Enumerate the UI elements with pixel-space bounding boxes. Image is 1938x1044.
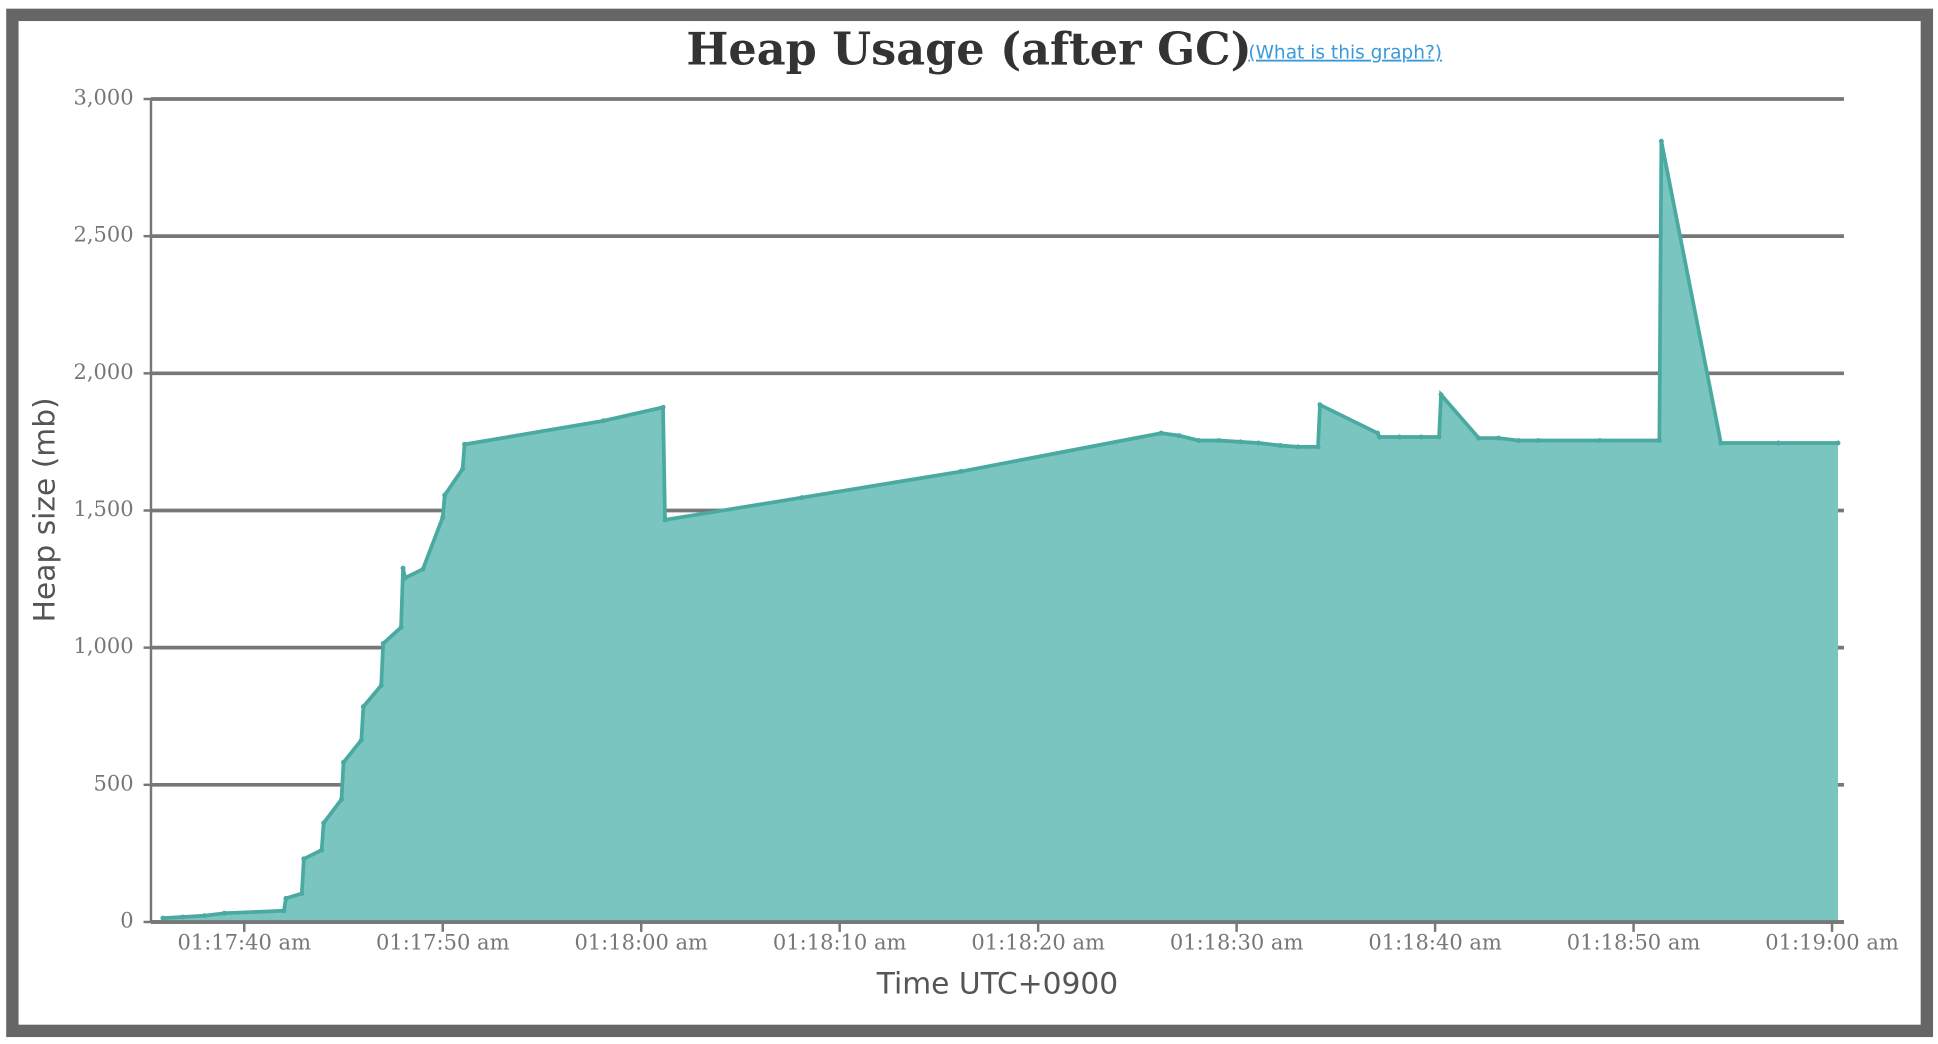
data-point [339, 796, 344, 802]
data-point [1216, 438, 1222, 444]
data-point [799, 495, 805, 501]
data-point [299, 890, 305, 896]
help-link[interactable]: (What is this graph?) [1248, 43, 1442, 64]
y-tick-label: 2,500 [73, 222, 133, 247]
data-point [1515, 438, 1521, 444]
x-tick-label: 01:18:40 am [1368, 930, 1502, 955]
x-tick-label: 01:18:10 am [773, 930, 907, 955]
data-point [1718, 440, 1724, 446]
data-point [1176, 433, 1182, 439]
data-point [358, 737, 364, 743]
data-point [1255, 440, 1261, 446]
data-point [1277, 443, 1283, 448]
data-point [1315, 444, 1321, 450]
x-tick-label: 01:18:20 am [971, 930, 1105, 955]
data-point [1377, 434, 1382, 440]
data-point [442, 492, 448, 498]
x-tick-label: 01:17:40 am [177, 930, 311, 955]
data-point [1158, 430, 1164, 436]
data-point [283, 895, 289, 901]
data-point [1238, 439, 1244, 445]
data-point [398, 624, 404, 630]
data-point [1535, 438, 1541, 444]
data-point [378, 683, 384, 688]
data-point [440, 514, 446, 520]
data-point [281, 908, 287, 914]
data-point [420, 566, 426, 572]
data-point [660, 404, 666, 410]
data-point [341, 759, 346, 765]
data-point [1496, 435, 1502, 441]
data-point [1196, 438, 1202, 444]
data-point [180, 914, 186, 920]
data-point [1775, 440, 1781, 446]
data-point [1438, 392, 1444, 398]
chart-title: Heap Usage (after GC) [686, 23, 1251, 76]
data-point [958, 469, 964, 475]
data-point [319, 847, 325, 853]
data-point [160, 915, 166, 921]
y-tick-label: 3,000 [73, 85, 133, 110]
y-tick-label: 500 [94, 770, 134, 795]
data-point [601, 418, 606, 424]
data-point [402, 575, 408, 581]
data-point [202, 913, 208, 919]
data-point [1436, 434, 1442, 440]
y-axis-label: Heap size (mb) [27, 397, 62, 622]
data-point [1418, 434, 1424, 440]
data-point [400, 565, 406, 571]
x-tick-label: 01:19:00 am [1765, 930, 1899, 955]
data-point [1375, 430, 1381, 436]
data-point [321, 820, 327, 826]
data-point [380, 641, 386, 647]
data-point [1835, 440, 1841, 446]
data-point [1658, 138, 1664, 144]
data-point [662, 517, 668, 523]
data-point [462, 441, 468, 447]
x-axis-label: Time UTC+0900 [876, 967, 1118, 1002]
y-tick-label: 1,500 [73, 496, 133, 521]
x-tick-label: 01:18:30 am [1170, 930, 1304, 955]
data-point [460, 466, 466, 472]
y-tick-label: 2,000 [73, 359, 133, 384]
y-tick-label: 1,000 [73, 633, 133, 658]
data-point [301, 856, 307, 862]
data-point [360, 704, 366, 710]
data-point [1317, 402, 1323, 408]
area-fill [162, 141, 1838, 922]
x-tick-label: 01:17:50 am [376, 930, 510, 955]
data-point [221, 910, 227, 916]
x-tick-label: 01:18:00 am [574, 930, 708, 955]
data-point [1295, 444, 1301, 450]
data-point [1476, 435, 1482, 441]
x-tick-label: 01:18:50 am [1567, 930, 1701, 955]
data-point [1656, 438, 1662, 444]
data-point [1597, 438, 1603, 444]
y-tick-label: 0 [120, 907, 133, 932]
data-point [1396, 434, 1402, 440]
